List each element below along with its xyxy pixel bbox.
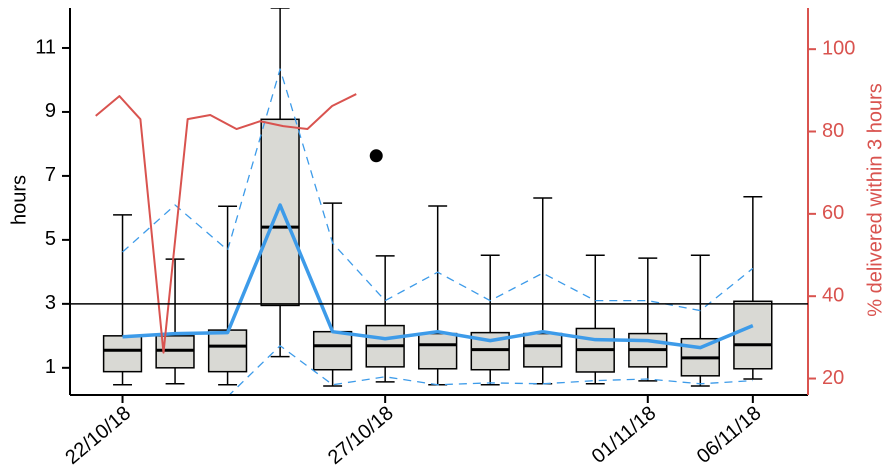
box (207, 329, 248, 373)
y2-tick-label: 60 (822, 202, 844, 224)
box (102, 335, 143, 373)
y2-tick-label: 80 (822, 120, 844, 142)
lower-dashed-line (228, 345, 753, 395)
box (260, 118, 300, 307)
y2-tick-label: 20 (822, 367, 844, 389)
y-tick-label: 11 (35, 36, 56, 58)
y-tick-label: 1 (45, 356, 56, 378)
y-tick-label: 9 (45, 100, 56, 122)
x-tick-label: 06/11/18 (693, 402, 766, 468)
y2-tick-label: 40 (822, 284, 844, 306)
upper-dashed-line (122, 68, 754, 312)
mean-line (122, 203, 754, 350)
x-tick-label: 27/10/18 (324, 402, 398, 469)
end-point (369, 149, 383, 163)
x-tick-label: 01/11/18 (588, 402, 661, 468)
plot-area (95, 8, 773, 395)
box (312, 330, 353, 371)
box (733, 300, 773, 370)
y2-axis-label: % delivered within 3 hours (864, 83, 886, 316)
y-tick-label: 7 (45, 164, 56, 186)
box (523, 332, 563, 368)
y-tick-label: 5 (45, 228, 56, 250)
y2-tick-label: 100 (822, 37, 855, 59)
y-tick-label: 3 (45, 292, 56, 314)
share-line (95, 93, 357, 354)
y-axis-label: hours (8, 175, 30, 225)
x-tick-label: 22/10/18 (61, 402, 135, 469)
box (418, 332, 458, 370)
